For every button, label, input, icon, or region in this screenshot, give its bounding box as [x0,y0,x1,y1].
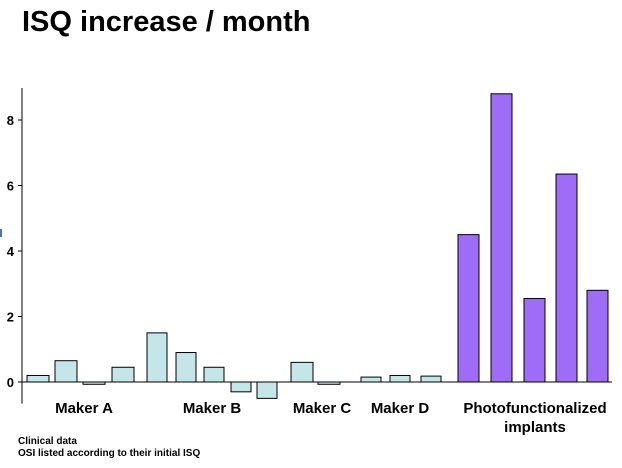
bar [457,234,480,383]
y-tick-label: 8 [7,113,14,128]
group-label: Photofunctionalized [463,400,606,417]
y-tick-label: 4 [7,244,15,259]
group-label: Maker C [293,400,352,417]
note-osi-order: OSI listed according to their initial IS… [18,448,201,459]
chart-notes: Clinical data OSI listed according to th… [18,436,200,460]
bar [555,173,578,383]
bar [586,289,609,383]
bar [490,93,513,383]
y-tick-label: 2 [7,310,14,325]
bar [146,332,168,383]
bar [111,366,135,383]
bar [317,381,341,385]
bar [203,366,225,383]
bar [26,374,50,383]
note-clinical-data: Clinical data [18,436,77,447]
bar [420,375,442,383]
edge-marker [0,229,2,237]
y-tick-label: 6 [7,179,14,194]
group-label: Maker B [183,400,242,417]
bar [523,297,546,383]
y-tick-label: 0 [7,375,14,390]
bar [360,376,382,383]
bar [54,360,78,383]
bar [175,352,197,383]
bar [389,374,411,383]
group-label: Maker D [371,400,430,417]
group-label-line2: implants [504,419,566,436]
bar [230,381,252,393]
bar [82,381,106,385]
group-label: Maker A [55,400,113,417]
bar [290,361,314,383]
bar [256,381,278,399]
chart-title: ISQ increase / month [22,6,311,38]
